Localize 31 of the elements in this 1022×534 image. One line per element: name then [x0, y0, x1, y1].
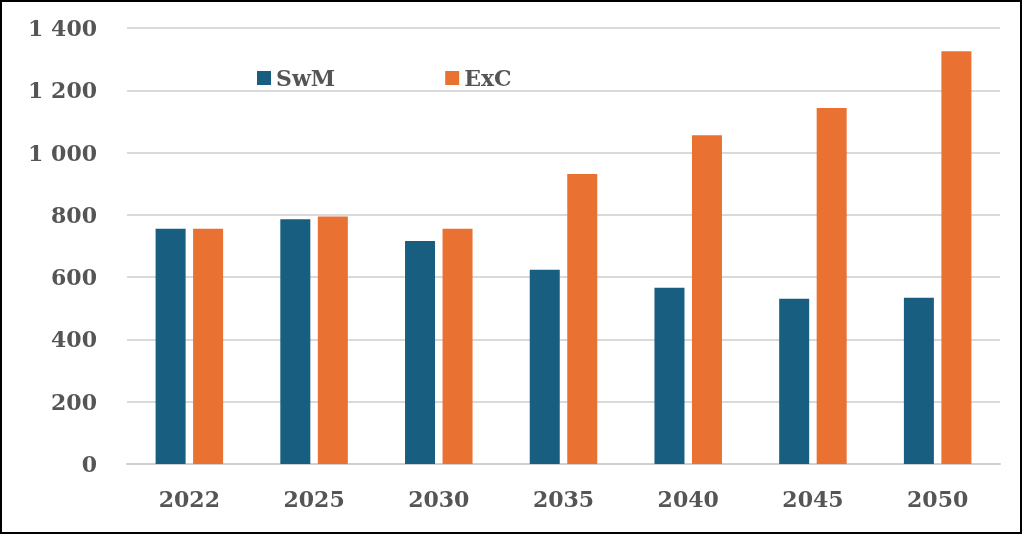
x-tick-label: 2040 — [657, 486, 719, 512]
bar — [941, 51, 972, 464]
bar — [691, 135, 722, 464]
x-tick-label: 2030 — [408, 486, 470, 512]
y-tick-label: 1 200 — [28, 77, 97, 104]
y-tick-label: 1 400 — [28, 15, 97, 41]
bar — [442, 228, 473, 464]
y-tick-label: 400 — [51, 326, 97, 353]
bar — [529, 269, 560, 464]
bar — [903, 297, 934, 464]
x-tick-label: 2045 — [782, 486, 844, 512]
bar — [317, 216, 348, 464]
legend-label: ExC — [464, 65, 512, 91]
legend-label: SwM — [276, 65, 336, 91]
bar — [280, 219, 311, 464]
x-tick-label: 2022 — [158, 486, 220, 512]
bar — [816, 108, 847, 464]
bar — [155, 228, 186, 464]
bar — [654, 287, 685, 464]
x-tick-label: 2035 — [532, 486, 595, 512]
x-tick-label: 2050 — [907, 486, 969, 512]
y-tick-label: 1 000 — [28, 139, 97, 166]
bar — [405, 241, 436, 464]
x-tick-label: 2025 — [283, 486, 345, 512]
bar — [779, 298, 810, 464]
y-tick-label: 600 — [51, 264, 97, 291]
bar — [193, 228, 224, 464]
bar — [567, 174, 598, 464]
y-tick-label: 0 — [81, 451, 97, 477]
y-tick-label: 200 — [51, 388, 97, 415]
y-tick-label: 800 — [51, 201, 97, 228]
